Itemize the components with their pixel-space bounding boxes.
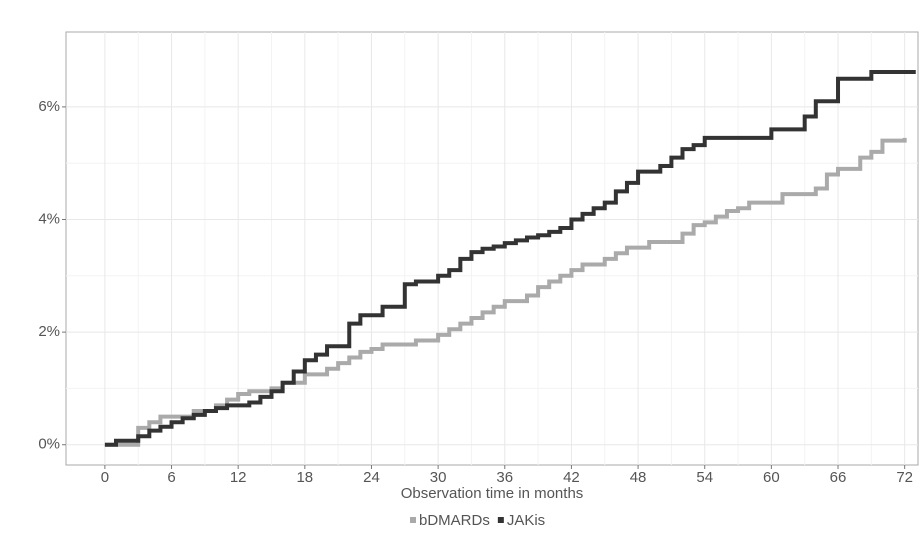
x-tick-label: 18	[296, 469, 313, 486]
x-tick-label: 36	[496, 469, 513, 486]
x-tick-label: 48	[630, 469, 647, 486]
x-tick-label: 60	[763, 469, 780, 486]
x-tick-label: 24	[363, 469, 380, 486]
legend-key	[410, 517, 416, 523]
legend: bDMARDs JAKis	[410, 512, 545, 529]
legend-key	[497, 517, 504, 523]
legend-label: JAKis	[507, 512, 545, 529]
y-tick-label: 4%	[38, 210, 60, 227]
x-tick-label: 6	[167, 469, 175, 486]
y-tick-label: 6%	[38, 98, 60, 115]
x-tick-label: 30	[430, 469, 447, 486]
step-line	[104, 137, 907, 447]
y-tick-label: 0%	[38, 436, 60, 453]
grid	[66, 32, 918, 465]
x-tick-label: 0	[101, 469, 109, 486]
legend-label: bDMARDs	[419, 512, 490, 529]
step-line	[104, 69, 916, 447]
x-tick-label: 12	[230, 469, 247, 486]
y-tick-label: 2%	[38, 323, 60, 340]
x-tick-label: 72	[896, 469, 913, 486]
x-tick-label: 66	[830, 469, 847, 486]
x-tick-label: 54	[696, 469, 713, 486]
x-tick-label: 42	[563, 469, 580, 486]
x-axis-label: Observation time in months	[401, 485, 584, 502]
